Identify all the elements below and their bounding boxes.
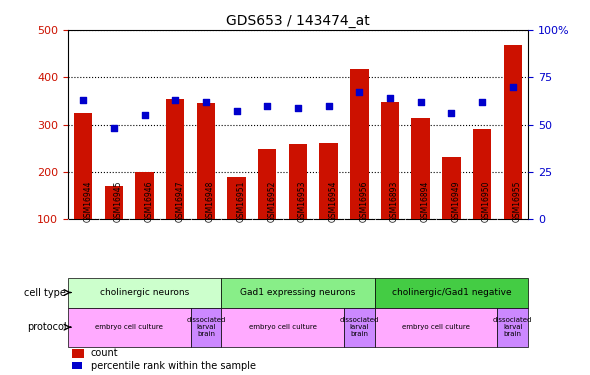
Bar: [442, 157, 461, 219]
Point: [109, 126, 119, 132]
Text: GSM16952: GSM16952: [267, 181, 276, 222]
Text: GSM16954: GSM16954: [329, 181, 337, 222]
Bar: [473, 129, 491, 219]
Bar: [375, 278, 528, 308]
Bar: [503, 45, 522, 219]
Bar: [191, 308, 221, 347]
Text: GSM16956: GSM16956: [359, 181, 368, 222]
Bar: [411, 118, 430, 219]
Text: protocol: protocol: [27, 322, 66, 332]
Text: GSM16951: GSM16951: [237, 181, 245, 222]
Bar: [166, 99, 185, 219]
Bar: [497, 308, 528, 347]
Bar: [375, 308, 497, 347]
Text: cholinergic/Gad1 negative: cholinergic/Gad1 negative: [392, 288, 511, 297]
Text: GSM16946: GSM16946: [145, 181, 153, 222]
Bar: [68, 278, 221, 308]
Point: [385, 95, 395, 101]
Text: cell type: cell type: [24, 288, 66, 297]
Point: [140, 112, 149, 118]
Point: [293, 105, 303, 111]
Bar: [221, 308, 344, 347]
Text: GSM16949: GSM16949: [451, 181, 460, 222]
Bar: [344, 308, 375, 347]
Bar: [73, 363, 81, 369]
Text: GSM16944: GSM16944: [83, 181, 92, 222]
Title: GDS653 / 143474_at: GDS653 / 143474_at: [226, 13, 370, 28]
Bar: [104, 186, 123, 219]
Text: count: count: [91, 348, 119, 358]
Point: [201, 99, 211, 105]
Text: cholinergic neurons: cholinergic neurons: [100, 288, 189, 297]
Point: [324, 103, 333, 109]
Bar: [258, 149, 277, 219]
Bar: [289, 144, 307, 219]
Point: [477, 99, 487, 105]
Text: GSM16945: GSM16945: [114, 181, 123, 222]
Point: [416, 99, 425, 105]
Bar: [350, 69, 369, 219]
Bar: [135, 172, 154, 219]
Point: [508, 84, 517, 90]
Text: GSM16947: GSM16947: [175, 181, 184, 222]
Text: GSM16948: GSM16948: [206, 181, 215, 222]
Text: dissociated
larval
brain: dissociated larval brain: [186, 317, 225, 337]
Point: [263, 103, 272, 109]
Text: GSM16894: GSM16894: [421, 181, 430, 222]
Bar: [68, 308, 191, 347]
Text: GSM16955: GSM16955: [513, 181, 522, 222]
Bar: [227, 177, 246, 219]
Point: [447, 110, 456, 116]
Bar: [196, 104, 215, 219]
Bar: [319, 142, 338, 219]
Text: embryo cell culture: embryo cell culture: [402, 324, 470, 330]
Text: embryo cell culture: embryo cell culture: [248, 324, 317, 330]
Text: GSM16950: GSM16950: [482, 181, 491, 222]
Text: Gad1 expressing neurons: Gad1 expressing neurons: [240, 288, 356, 297]
Point: [171, 97, 180, 103]
Text: dissociated
larval
brain: dissociated larval brain: [340, 317, 379, 337]
Text: embryo cell culture: embryo cell culture: [95, 324, 163, 330]
Bar: [73, 350, 84, 358]
Bar: [381, 102, 399, 219]
Bar: [221, 278, 375, 308]
Bar: [74, 113, 93, 219]
Point: [78, 97, 88, 103]
Text: dissociated
larval
brain: dissociated larval brain: [493, 317, 532, 337]
Text: GSM16893: GSM16893: [390, 181, 399, 222]
Point: [232, 108, 241, 114]
Text: GSM16953: GSM16953: [298, 181, 307, 222]
Point: [355, 90, 364, 96]
Text: percentile rank within the sample: percentile rank within the sample: [91, 361, 256, 371]
